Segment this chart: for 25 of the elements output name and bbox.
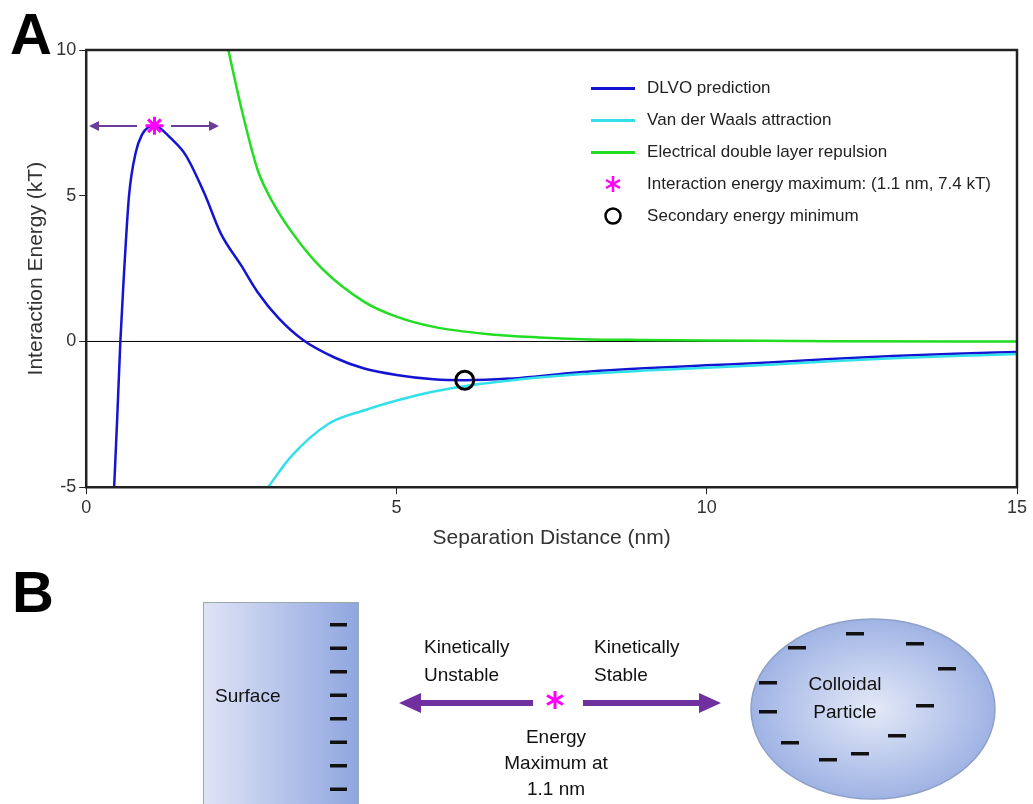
y-axis-title: Interaction Energy (kT) xyxy=(23,161,47,376)
x-axis-title: Separation Distance (nm) xyxy=(432,525,671,549)
y-tick-label: -5 xyxy=(60,476,77,497)
y-tick-label: 5 xyxy=(66,184,77,205)
legend-label: Secondary energy minimum xyxy=(647,206,859,226)
legend-label: Van der Waals attraction xyxy=(647,110,832,130)
x-tick-label: 5 xyxy=(391,496,402,517)
y-tick-label: 0 xyxy=(66,330,77,351)
legend-label: Electrical double layer repulsion xyxy=(647,142,888,162)
line-series xyxy=(266,352,1017,488)
text: B xyxy=(12,558,54,625)
line-series xyxy=(227,50,1017,343)
legend-label: Interaction energy maximum: (1.1 nm, 7.4 kT) xyxy=(647,174,991,194)
x-tick-label: 0 xyxy=(81,496,92,517)
text: Kinetically Unstable xyxy=(424,635,511,687)
text: Colloidal Particle xyxy=(807,672,883,724)
text: A xyxy=(10,0,52,67)
x-tick-label: 10 xyxy=(696,496,717,517)
x-tick-label: 15 xyxy=(1006,496,1028,517)
text: Kinetically Stable xyxy=(594,635,681,687)
y-tick-label: 10 xyxy=(56,38,77,59)
text: Surface xyxy=(215,685,281,707)
line-series xyxy=(112,124,1017,488)
legend-label: DLVO prediction xyxy=(647,78,771,98)
text: Energy Maximum at 1.1 nm xyxy=(503,725,609,801)
